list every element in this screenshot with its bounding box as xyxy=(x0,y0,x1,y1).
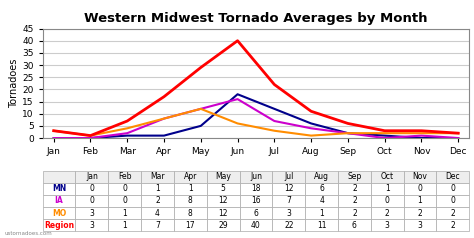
MN xyxy=(124,134,130,137)
Region xyxy=(88,134,93,137)
IA xyxy=(382,137,388,139)
IA xyxy=(272,119,277,122)
Title: Western Midwest Tornado Averages by Month: Western Midwest Tornado Averages by Mont… xyxy=(84,12,428,25)
MO xyxy=(308,134,314,137)
MO xyxy=(124,127,130,130)
MN xyxy=(198,124,204,127)
MO xyxy=(272,129,277,132)
Region xyxy=(308,110,314,113)
Region xyxy=(235,39,240,42)
MO xyxy=(161,117,167,120)
IA xyxy=(235,98,240,100)
MN xyxy=(272,107,277,110)
Line: MN: MN xyxy=(54,94,458,138)
MN xyxy=(345,132,351,135)
IA xyxy=(419,134,424,137)
IA xyxy=(51,137,56,139)
Region xyxy=(345,122,351,125)
MO xyxy=(235,122,240,125)
Region xyxy=(124,119,130,122)
Line: MO: MO xyxy=(54,109,458,136)
MN xyxy=(161,134,167,137)
MO xyxy=(419,132,424,135)
MO xyxy=(382,132,388,135)
MN xyxy=(456,137,461,139)
IA xyxy=(161,117,167,120)
IA xyxy=(308,127,314,130)
Y-axis label: Tornadoes: Tornadoes xyxy=(9,59,19,108)
MO xyxy=(198,107,204,110)
MN xyxy=(88,137,93,139)
Region xyxy=(51,129,56,132)
IA xyxy=(198,107,204,110)
MN xyxy=(51,137,56,139)
IA xyxy=(456,137,461,139)
IA xyxy=(124,132,130,135)
IA xyxy=(345,132,351,135)
MO xyxy=(88,134,93,137)
Region xyxy=(419,129,424,132)
Region xyxy=(161,95,167,98)
MN xyxy=(382,134,388,137)
MO xyxy=(345,132,351,135)
Region xyxy=(272,83,277,86)
IA xyxy=(88,137,93,139)
Line: IA: IA xyxy=(54,99,458,138)
MN xyxy=(235,93,240,96)
MN xyxy=(308,122,314,125)
MO xyxy=(456,132,461,135)
Line: Region: Region xyxy=(54,41,458,136)
Region xyxy=(456,132,461,135)
MN xyxy=(419,137,424,139)
MO xyxy=(51,129,56,132)
Text: ustornadoes.com: ustornadoes.com xyxy=(5,231,53,236)
Region xyxy=(382,129,388,132)
Region xyxy=(198,66,204,69)
